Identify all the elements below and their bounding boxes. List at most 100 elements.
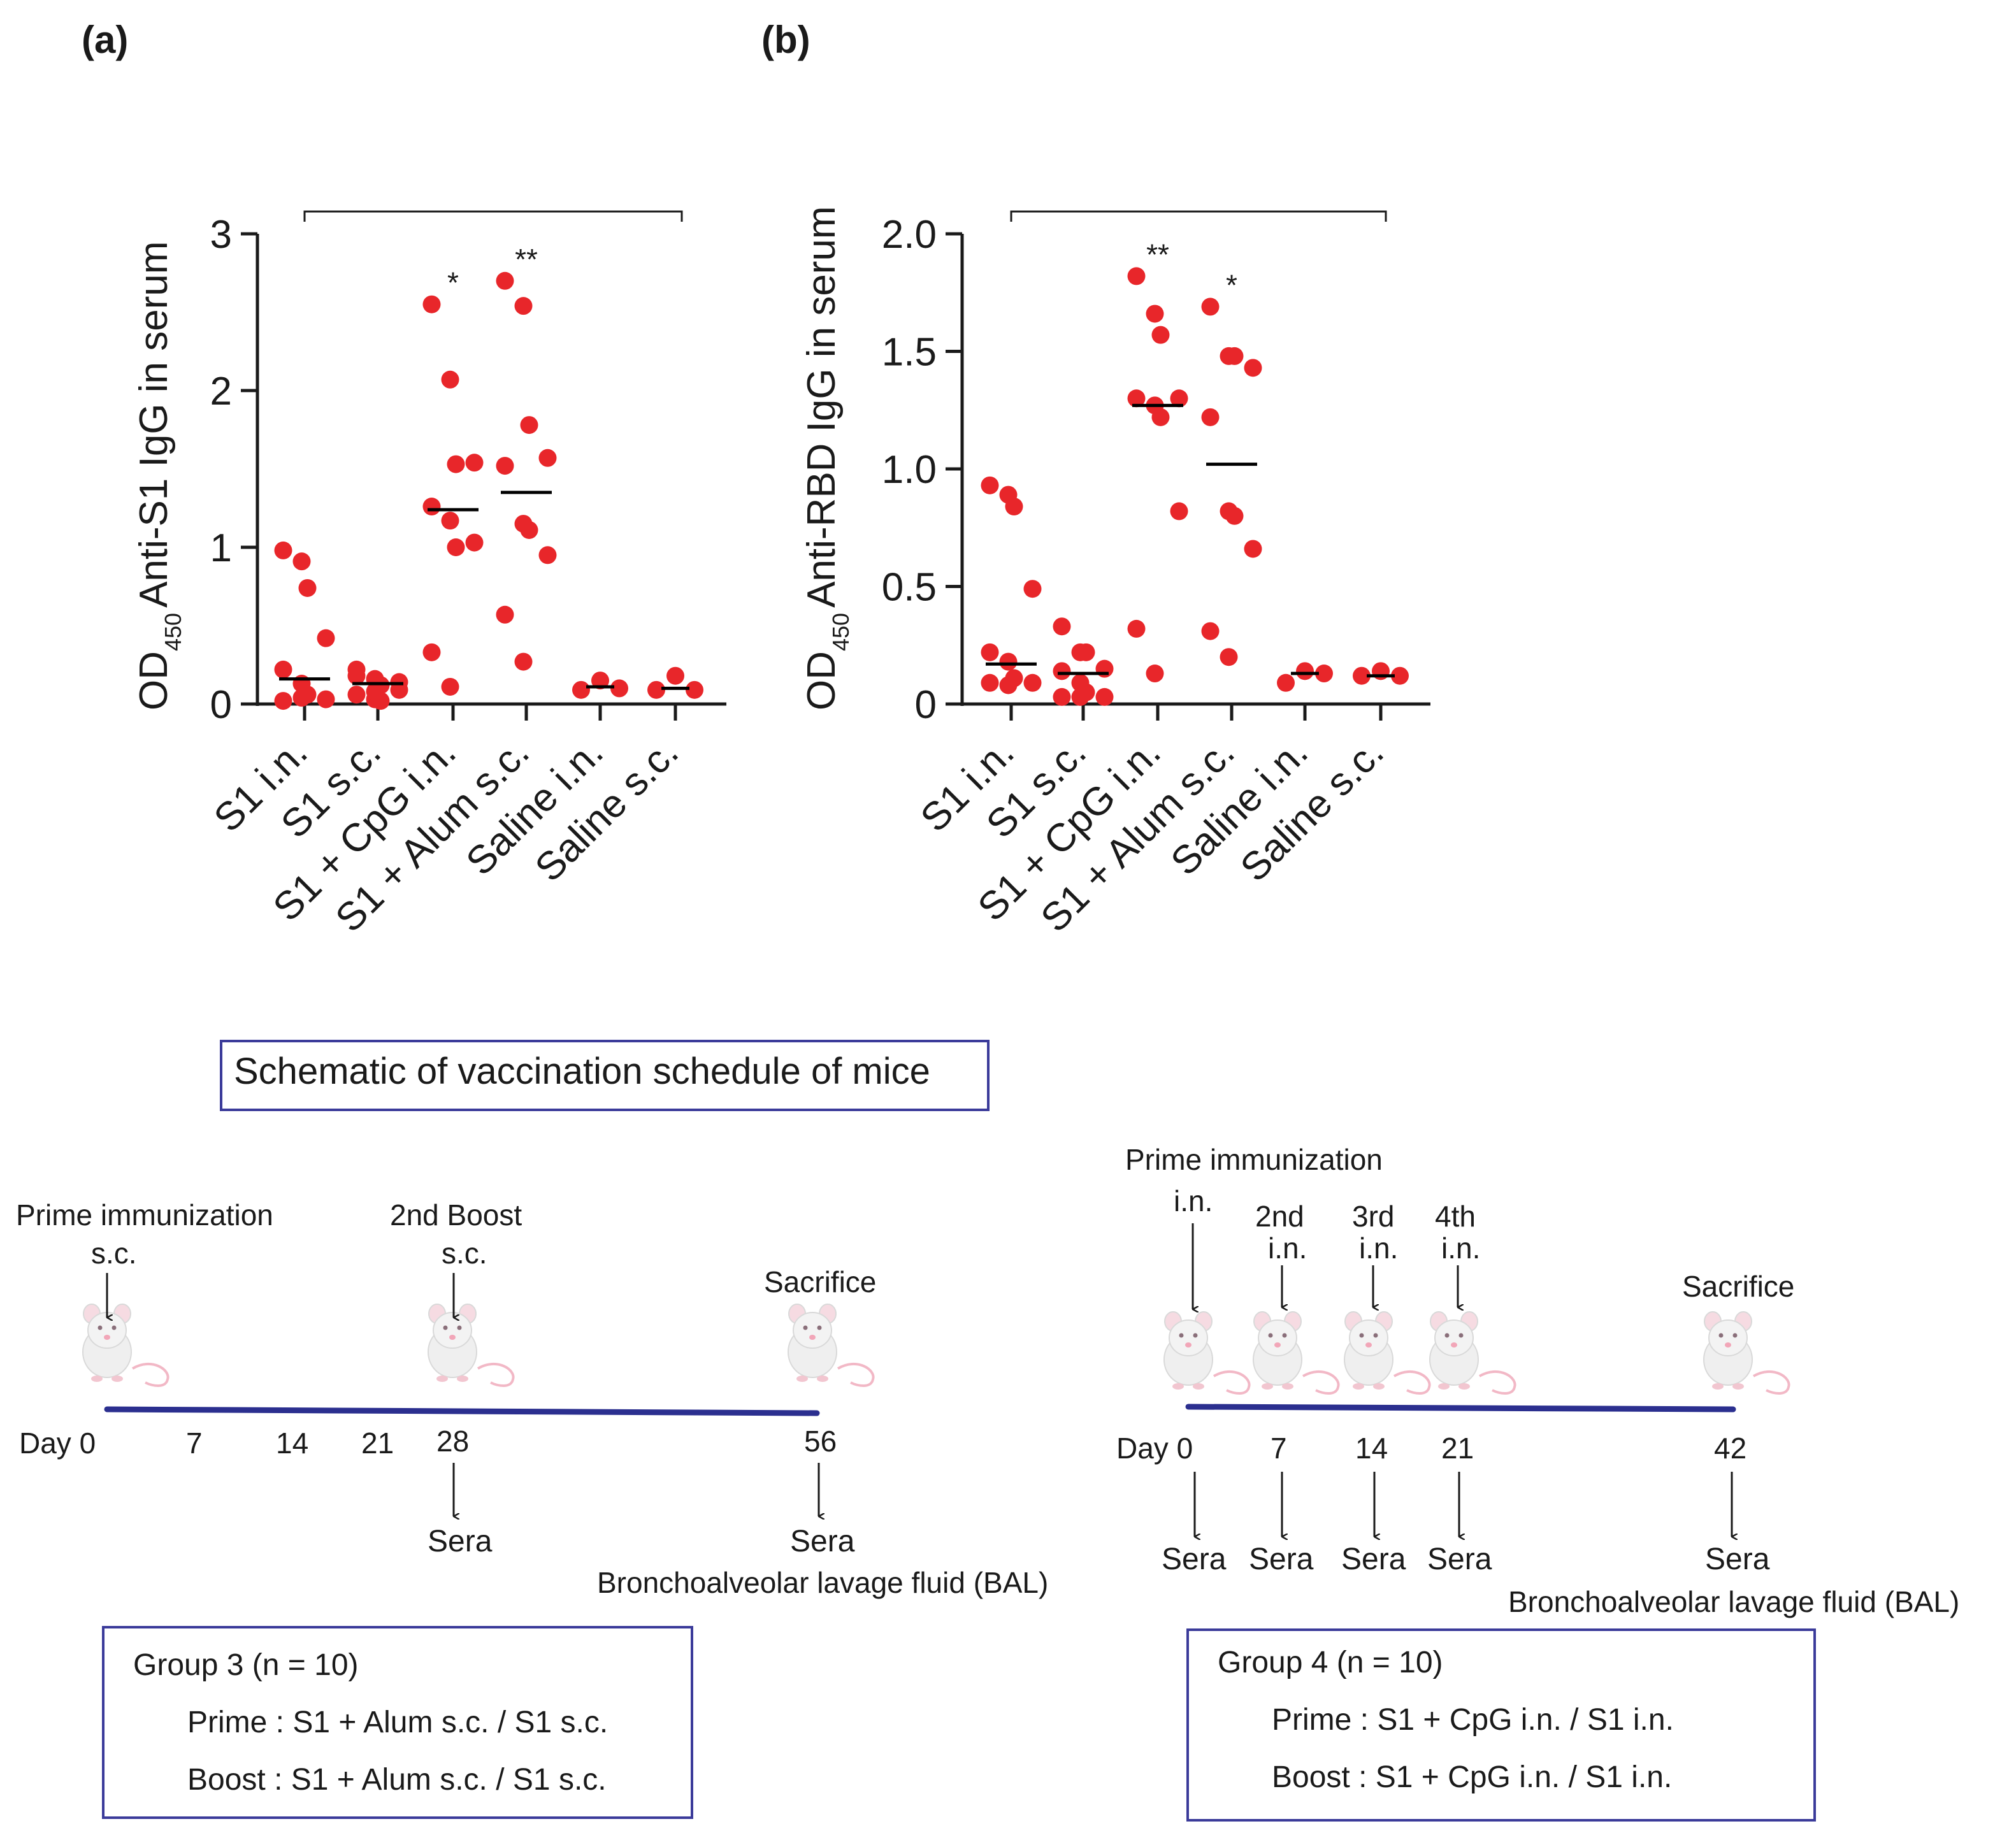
data-point [538, 449, 557, 467]
right-sera-4: Sera [1427, 1542, 1492, 1576]
right-sera-2: Sera [1249, 1542, 1314, 1576]
data-point [274, 660, 292, 679]
y-axis-label: OD450Anti-RBD IgG in serum [800, 206, 854, 710]
left-sera-1: Sera [428, 1525, 493, 1558]
right-sera-1: Sera [1162, 1542, 1227, 1576]
right-sera-5: Sera [1705, 1542, 1770, 1576]
group-4-prime: Prime : S1 + CpG i.n. / S1 i.n. [1272, 1703, 1674, 1737]
left-day-7: 7 [186, 1427, 203, 1460]
y-tick-label: 0 [210, 683, 232, 727]
y-tick-label: 1.5 [882, 331, 937, 375]
data-point [441, 512, 459, 530]
data-point [999, 676, 1018, 694]
group-3-boost: Boost : S1 + Alum s.c. / S1 s.c. [187, 1763, 607, 1797]
group-4-boost: Boost : S1 + CpG i.n. / S1 i.n. [1272, 1760, 1673, 1794]
data-point [496, 271, 514, 290]
group-3-box: Group 3 (n = 10) Prime : S1 + Alum s.c. … [102, 1626, 693, 1819]
data-point [1391, 666, 1409, 685]
right-day-label: Day 0 [1116, 1432, 1193, 1465]
data-point [496, 457, 514, 475]
data-point [572, 680, 590, 699]
right-day-21: 21 [1441, 1432, 1474, 1465]
data-point [292, 689, 311, 707]
right-bal-label: Bronchoalveolar lavage fluid (BAL) [1508, 1585, 1960, 1618]
data-point [1315, 665, 1333, 683]
mouse-icon [82, 1303, 169, 1387]
data-point [1201, 622, 1220, 640]
data-point [1244, 540, 1262, 558]
data-point [686, 680, 703, 699]
panel-label-a: (a) [82, 18, 129, 61]
y-tick-label: 1 [210, 526, 232, 570]
data-point [1146, 665, 1164, 683]
right-2nd-label: 2nd [1255, 1200, 1304, 1233]
data-point [447, 455, 465, 473]
group-4-box: Group 4 (n = 10) Prime : S1 + CpG i.n. /… [1186, 1628, 1816, 1822]
data-point [274, 541, 292, 559]
group-3-title: Group 3 (n = 10) [133, 1648, 359, 1682]
right-day-42: 42 [1714, 1432, 1747, 1465]
data-point [347, 666, 366, 685]
data-point [1353, 666, 1371, 685]
data-point [1170, 502, 1188, 521]
data-point [1053, 617, 1071, 636]
data-point [292, 552, 311, 571]
data-point [422, 498, 441, 516]
significance-marker: ** [515, 243, 538, 276]
data-point [1053, 687, 1071, 706]
right-3rd-label: 3rd [1352, 1200, 1395, 1233]
mouse-icon [1703, 1311, 1790, 1395]
data-point [465, 533, 484, 552]
right-2nd-route: i.n. [1268, 1232, 1307, 1265]
data-point [441, 677, 459, 696]
right-4th-route: i.n. [1441, 1232, 1481, 1265]
right-prime-label: Prime immunization [1125, 1143, 1383, 1176]
left-day-28: 28 [436, 1425, 470, 1458]
data-point [520, 521, 538, 539]
left-bal-label: Bronchoalveolar lavage fluid (BAL) [597, 1566, 1049, 1599]
data-point [538, 546, 557, 564]
data-point [1127, 389, 1146, 408]
y-tick-label: 1.0 [882, 448, 937, 492]
data-point [514, 297, 533, 315]
data-point [422, 295, 441, 313]
data-point [1071, 687, 1090, 706]
data-point [1201, 298, 1220, 316]
right-sacrifice-label: Sacrifice [1682, 1270, 1795, 1303]
data-point [317, 690, 335, 708]
data-point [441, 370, 459, 389]
y-tick-label: 2 [210, 370, 232, 413]
left-sacrifice-label: Sacrifice [764, 1265, 877, 1298]
y-tick-label: 3 [210, 213, 232, 257]
left-day-21: 21 [361, 1427, 394, 1460]
schematic-title-box: Schematic of vaccination schedule of mic… [220, 1040, 990, 1111]
right-prime-route: i.n. [1174, 1184, 1213, 1218]
significance-marker: ** [1146, 238, 1169, 271]
data-point [1095, 687, 1114, 706]
data-point [1151, 326, 1170, 344]
data-point [1225, 347, 1244, 365]
data-point [1023, 673, 1042, 692]
left-day-56: 56 [804, 1425, 837, 1458]
data-point [422, 643, 441, 661]
data-point [1005, 498, 1023, 516]
right-day-14: 14 [1355, 1432, 1388, 1465]
right-sera-3: Sera [1341, 1542, 1406, 1576]
data-point [999, 652, 1018, 671]
data-point [1244, 359, 1262, 377]
data-point [1170, 389, 1188, 408]
data-point [591, 672, 609, 690]
data-point [465, 454, 484, 472]
data-point [1146, 305, 1164, 323]
chart-b: 00.51.01.52.0S1 i.n.S1 s.c.S1 + CpG i.n.… [800, 206, 1430, 940]
data-point [347, 686, 366, 704]
data-point [981, 673, 999, 692]
mouse-icon [1343, 1311, 1431, 1395]
data-point [610, 679, 628, 698]
data-point [496, 605, 514, 624]
data-point [447, 538, 465, 556]
left-day-14: 14 [276, 1427, 309, 1460]
data-point [647, 680, 665, 699]
